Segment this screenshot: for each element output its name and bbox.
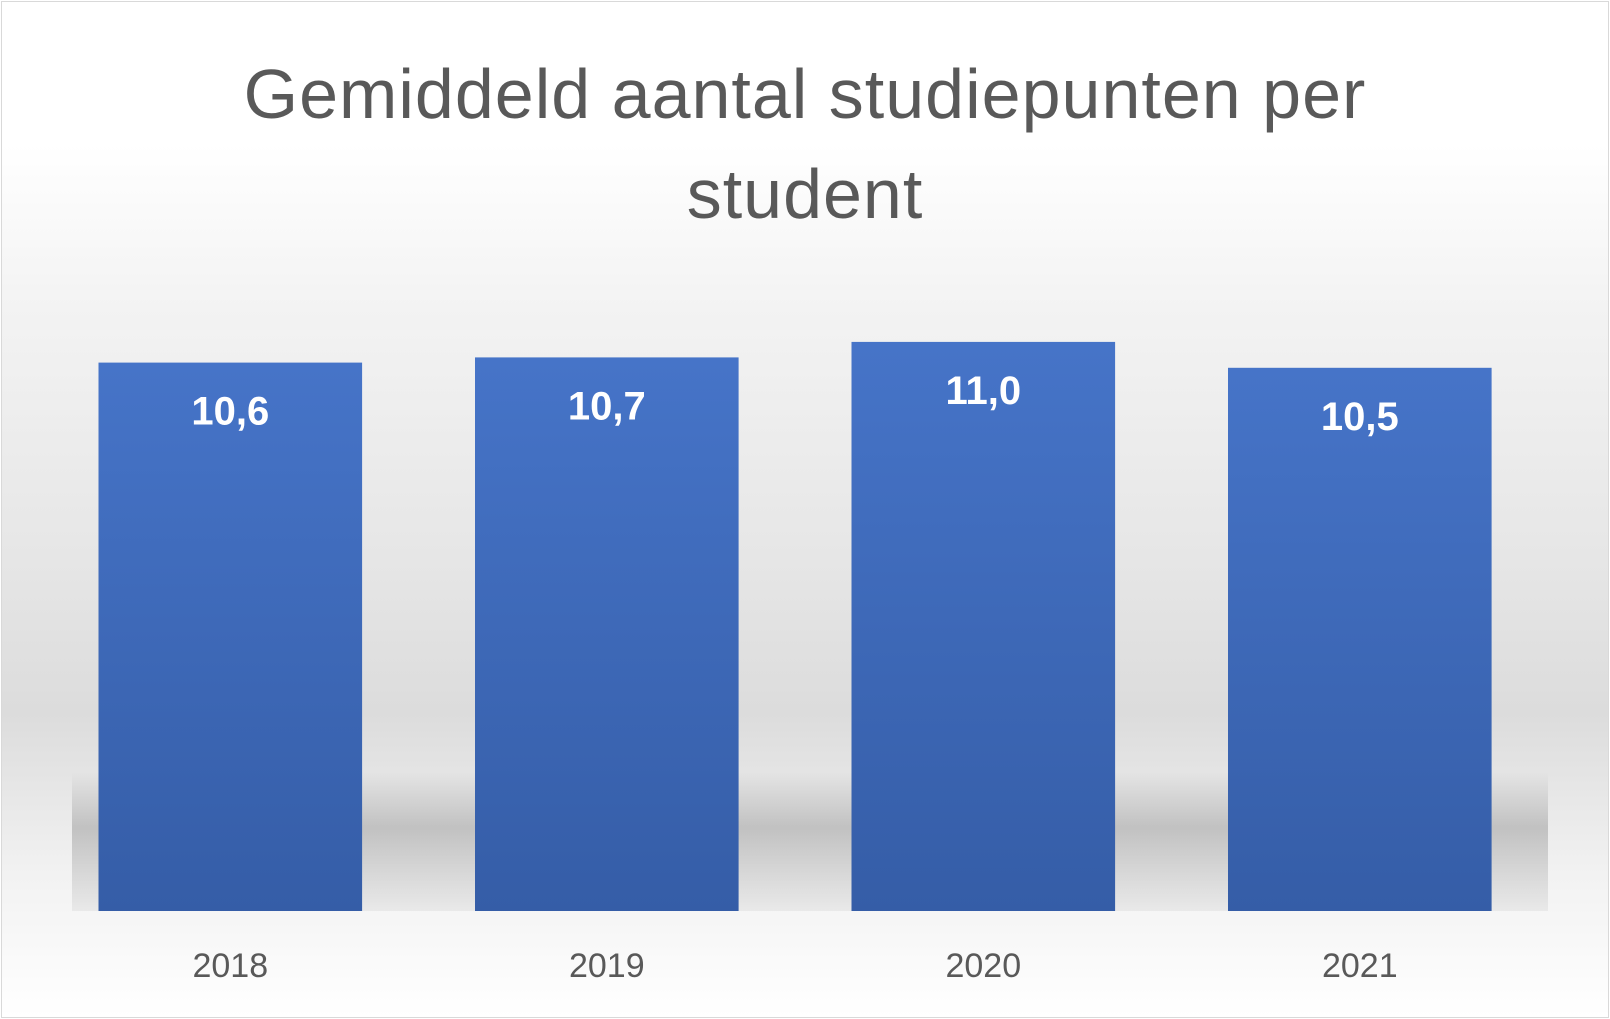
- bars: [98, 341, 1492, 912]
- data-label-2020: 11,0: [945, 369, 1021, 413]
- bar-2019: [475, 357, 739, 911]
- x-tick-label-2021: 2021: [1322, 947, 1398, 985]
- x-tick-label-2020: 2020: [945, 947, 1021, 985]
- x-tick-label-2019: 2019: [569, 947, 645, 985]
- bar-2018: [98, 362, 363, 912]
- bar-2021: [1228, 367, 1492, 911]
- data-label-2018: 10,6: [191, 390, 269, 434]
- bar-2020: [851, 341, 1116, 911]
- chart-title: Gemiddeld aantal studiepunten per studen…: [243, 55, 1367, 233]
- data-label-2021: 10,5: [1321, 395, 1399, 439]
- x-axis-tick-labels: 2018 2019 2020 2021: [192, 947, 1397, 985]
- data-label-2019: 10,7: [568, 384, 646, 428]
- x-tick-label-2018: 2018: [192, 947, 268, 985]
- data-labels: 10,6 10,7 11,0 10,5: [191, 369, 1398, 439]
